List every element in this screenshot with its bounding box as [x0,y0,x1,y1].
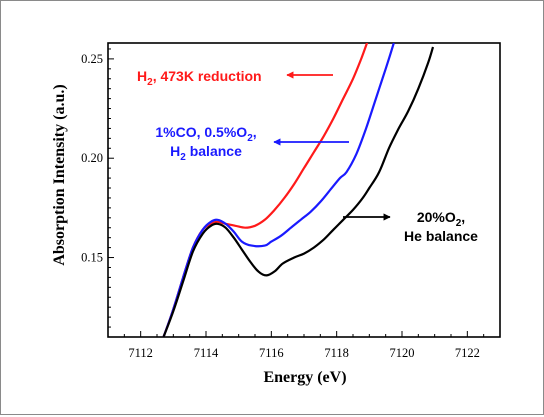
x-tick-label: 7120 [390,346,415,360]
annotation-text: 1%CO, 0.5%O [155,124,247,140]
annotation-text: He balance [404,228,478,244]
y-axis-label: Absorption Intensity (a.u.) [51,84,68,265]
x-tick-label: 7118 [324,346,349,360]
annotation-text: H [170,143,180,159]
y-tick-label: 0.15 [81,251,103,265]
subscript: 2 [180,152,186,163]
subscript: 2 [456,218,462,229]
series-line-co-o2-h2 [162,43,395,337]
annotation-text: H [137,68,147,84]
series-layer [162,43,435,337]
axes: 7112 7114 7116 7118 7120 7122 0.15 0.20 0.25 [81,42,501,360]
series-line-h2-reduction [162,43,369,337]
x-tick-label: 7122 [455,346,480,360]
x-axis-label: Energy (eV) [263,369,346,386]
subscript: 2 [247,133,253,144]
annotation-text: , 473K reduction [153,68,262,84]
subscript: 2 [147,77,153,88]
annotation-text: , [461,209,465,225]
series-line-o2-he [162,46,435,337]
plot-area-border [107,42,501,338]
annotation-label: H2, 473K reduction [137,68,262,88]
annotation-label: 20%O2, He balance [404,209,478,244]
annotation-label: 1%CO, 0.5%O2, H2 balance [155,124,256,163]
x-tick-label: 7116 [259,346,284,360]
annotation-text: balance [186,143,242,159]
y-tick-label: 0.20 [81,151,103,165]
annotation-text: , [253,124,257,140]
x-tick-label: 7114 [194,346,219,360]
x-tick-label: 7112 [128,346,153,360]
y-tick-label: 0.25 [81,52,103,66]
annotation-text: 20%O [417,209,456,225]
